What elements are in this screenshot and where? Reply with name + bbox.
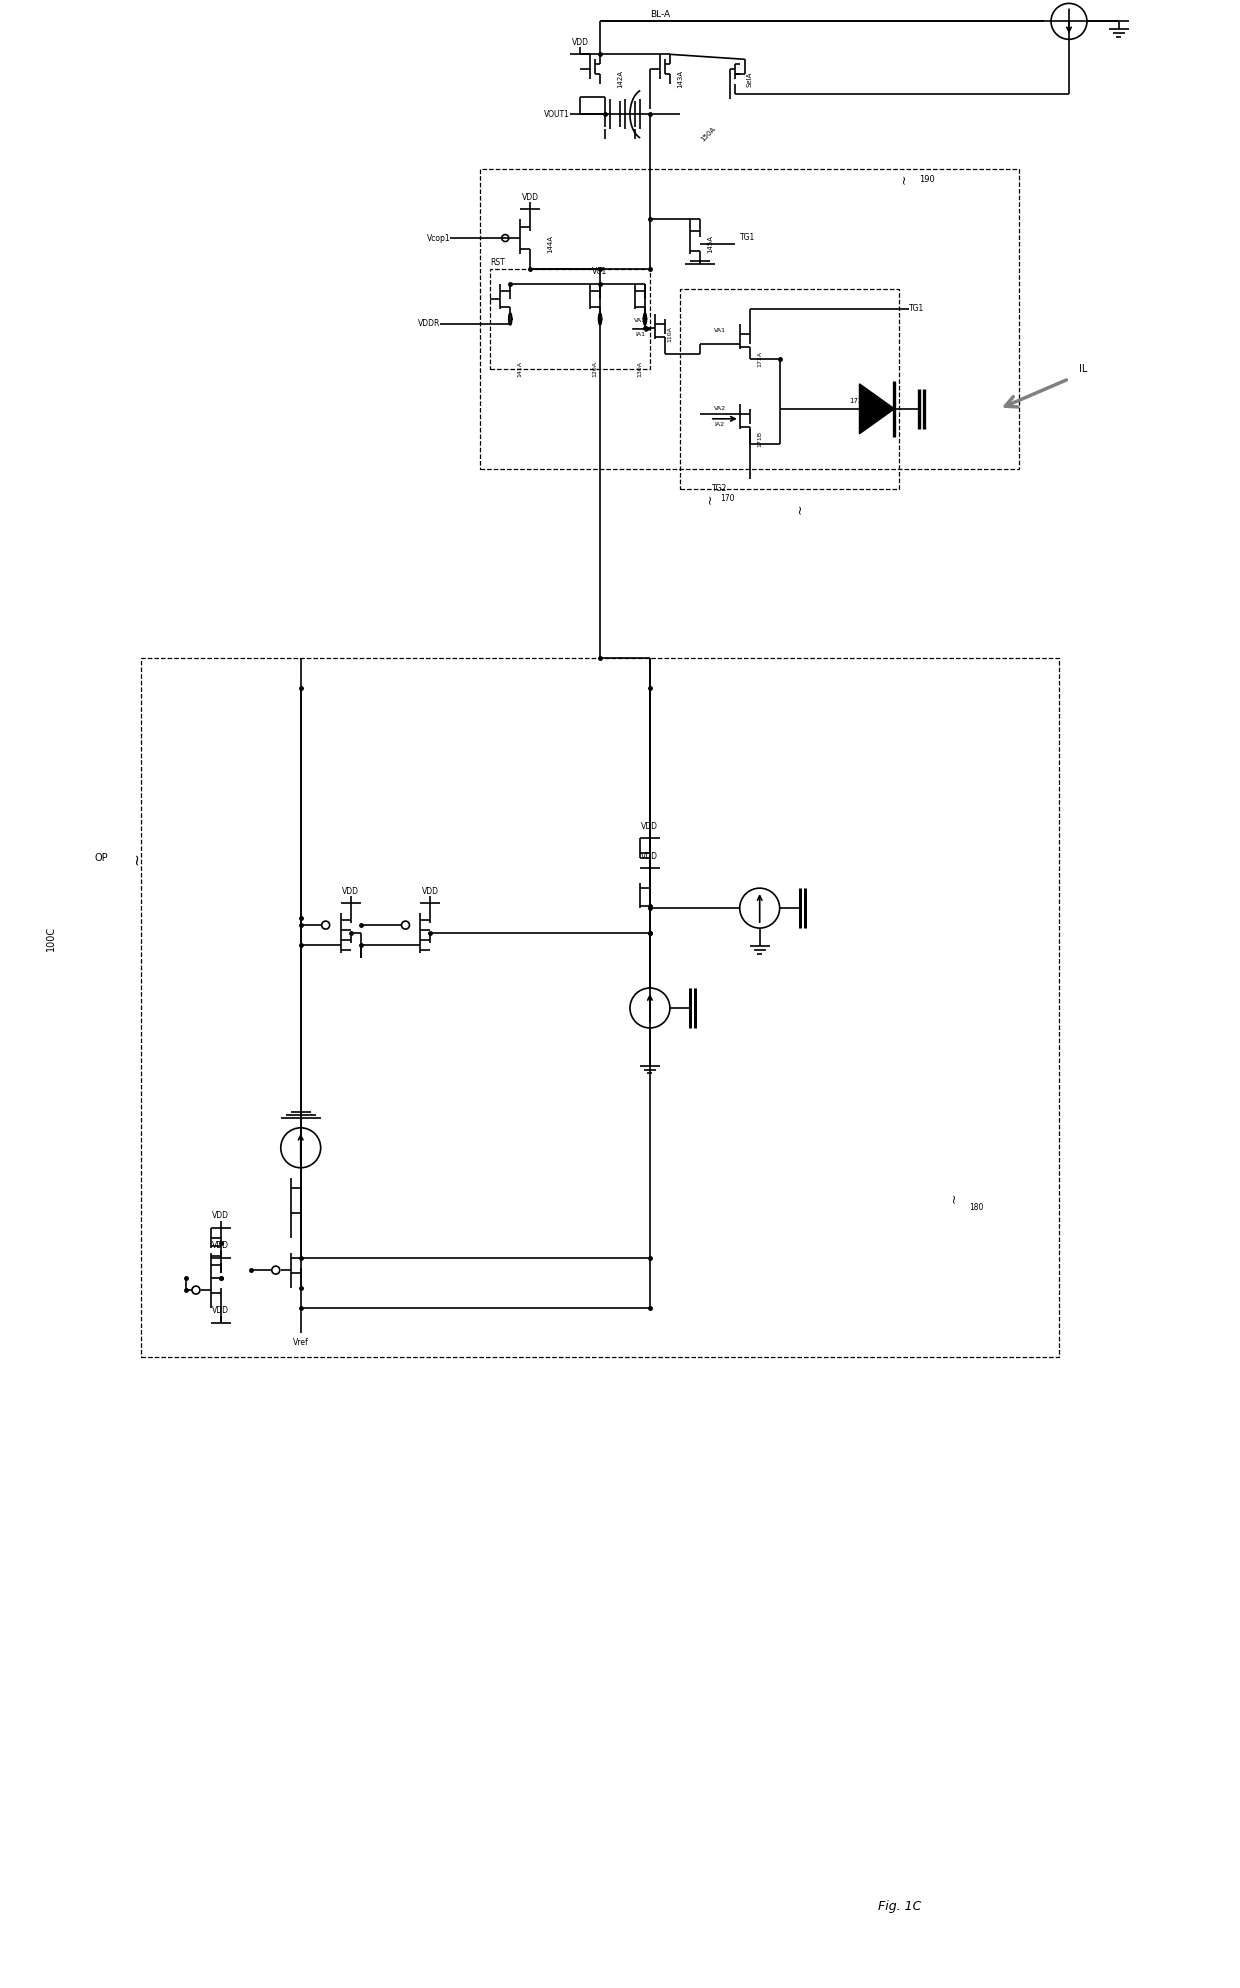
Text: OP: OP bbox=[94, 853, 108, 863]
Text: IA2: IA2 bbox=[714, 421, 725, 427]
Text: TG1: TG1 bbox=[740, 233, 755, 243]
Text: ~: ~ bbox=[947, 1193, 961, 1203]
Text: 143A: 143A bbox=[677, 70, 683, 87]
Text: VA2: VA2 bbox=[714, 406, 725, 412]
Text: 171A: 171A bbox=[758, 352, 763, 368]
Text: IA1: IA1 bbox=[635, 332, 645, 338]
Text: Vcop1: Vcop1 bbox=[427, 233, 450, 243]
Text: VC1: VC1 bbox=[593, 266, 608, 276]
Text: ~: ~ bbox=[898, 173, 911, 185]
Text: IL: IL bbox=[1079, 364, 1087, 374]
Text: 142A: 142A bbox=[618, 70, 622, 87]
Text: 190: 190 bbox=[919, 175, 935, 183]
Text: Vref: Vref bbox=[293, 1338, 309, 1348]
Bar bbox=[141, 658, 1059, 1358]
Text: 171B: 171B bbox=[758, 431, 763, 447]
Text: VA1: VA1 bbox=[714, 328, 725, 334]
Text: VDD: VDD bbox=[422, 887, 439, 897]
Text: VDD: VDD bbox=[641, 821, 658, 831]
Text: 170: 170 bbox=[719, 493, 734, 503]
Text: VDD: VDD bbox=[522, 193, 538, 201]
Text: 150A: 150A bbox=[699, 125, 717, 143]
Text: VDD: VDD bbox=[342, 887, 360, 897]
Text: 141A: 141A bbox=[518, 362, 523, 378]
Text: 120A: 120A bbox=[593, 362, 598, 378]
Text: RST: RST bbox=[490, 258, 505, 266]
Text: VDD: VDD bbox=[641, 851, 658, 861]
Text: 130A: 130A bbox=[637, 362, 642, 378]
Bar bbox=[490, 268, 650, 370]
Text: ~: ~ bbox=[129, 851, 144, 865]
Text: VDD: VDD bbox=[212, 1241, 229, 1250]
Text: ~: ~ bbox=[794, 503, 806, 515]
Text: BL-A: BL-A bbox=[650, 10, 670, 18]
Text: VDD: VDD bbox=[212, 1306, 229, 1314]
Text: 100C: 100C bbox=[46, 926, 56, 950]
Text: VA1: VA1 bbox=[634, 318, 646, 324]
Bar bbox=[480, 169, 1019, 469]
Text: 144A: 144A bbox=[547, 235, 553, 252]
Text: VDDR: VDDR bbox=[418, 320, 440, 328]
Bar bbox=[680, 288, 899, 489]
Polygon shape bbox=[859, 384, 894, 433]
Text: SelA: SelA bbox=[746, 72, 753, 87]
Text: Fig. 1C: Fig. 1C bbox=[878, 1901, 921, 1912]
Text: ~: ~ bbox=[703, 493, 717, 505]
Text: TG2: TG2 bbox=[712, 483, 728, 493]
Text: 180: 180 bbox=[970, 1203, 983, 1213]
Text: 145A: 145A bbox=[707, 235, 713, 252]
Text: 172: 172 bbox=[849, 398, 863, 404]
Text: VDD: VDD bbox=[212, 1211, 229, 1221]
Text: TG1: TG1 bbox=[909, 304, 925, 314]
Text: VDD: VDD bbox=[572, 38, 589, 48]
Text: 110A: 110A bbox=[667, 326, 672, 342]
Text: VOUT1: VOUT1 bbox=[544, 109, 570, 119]
